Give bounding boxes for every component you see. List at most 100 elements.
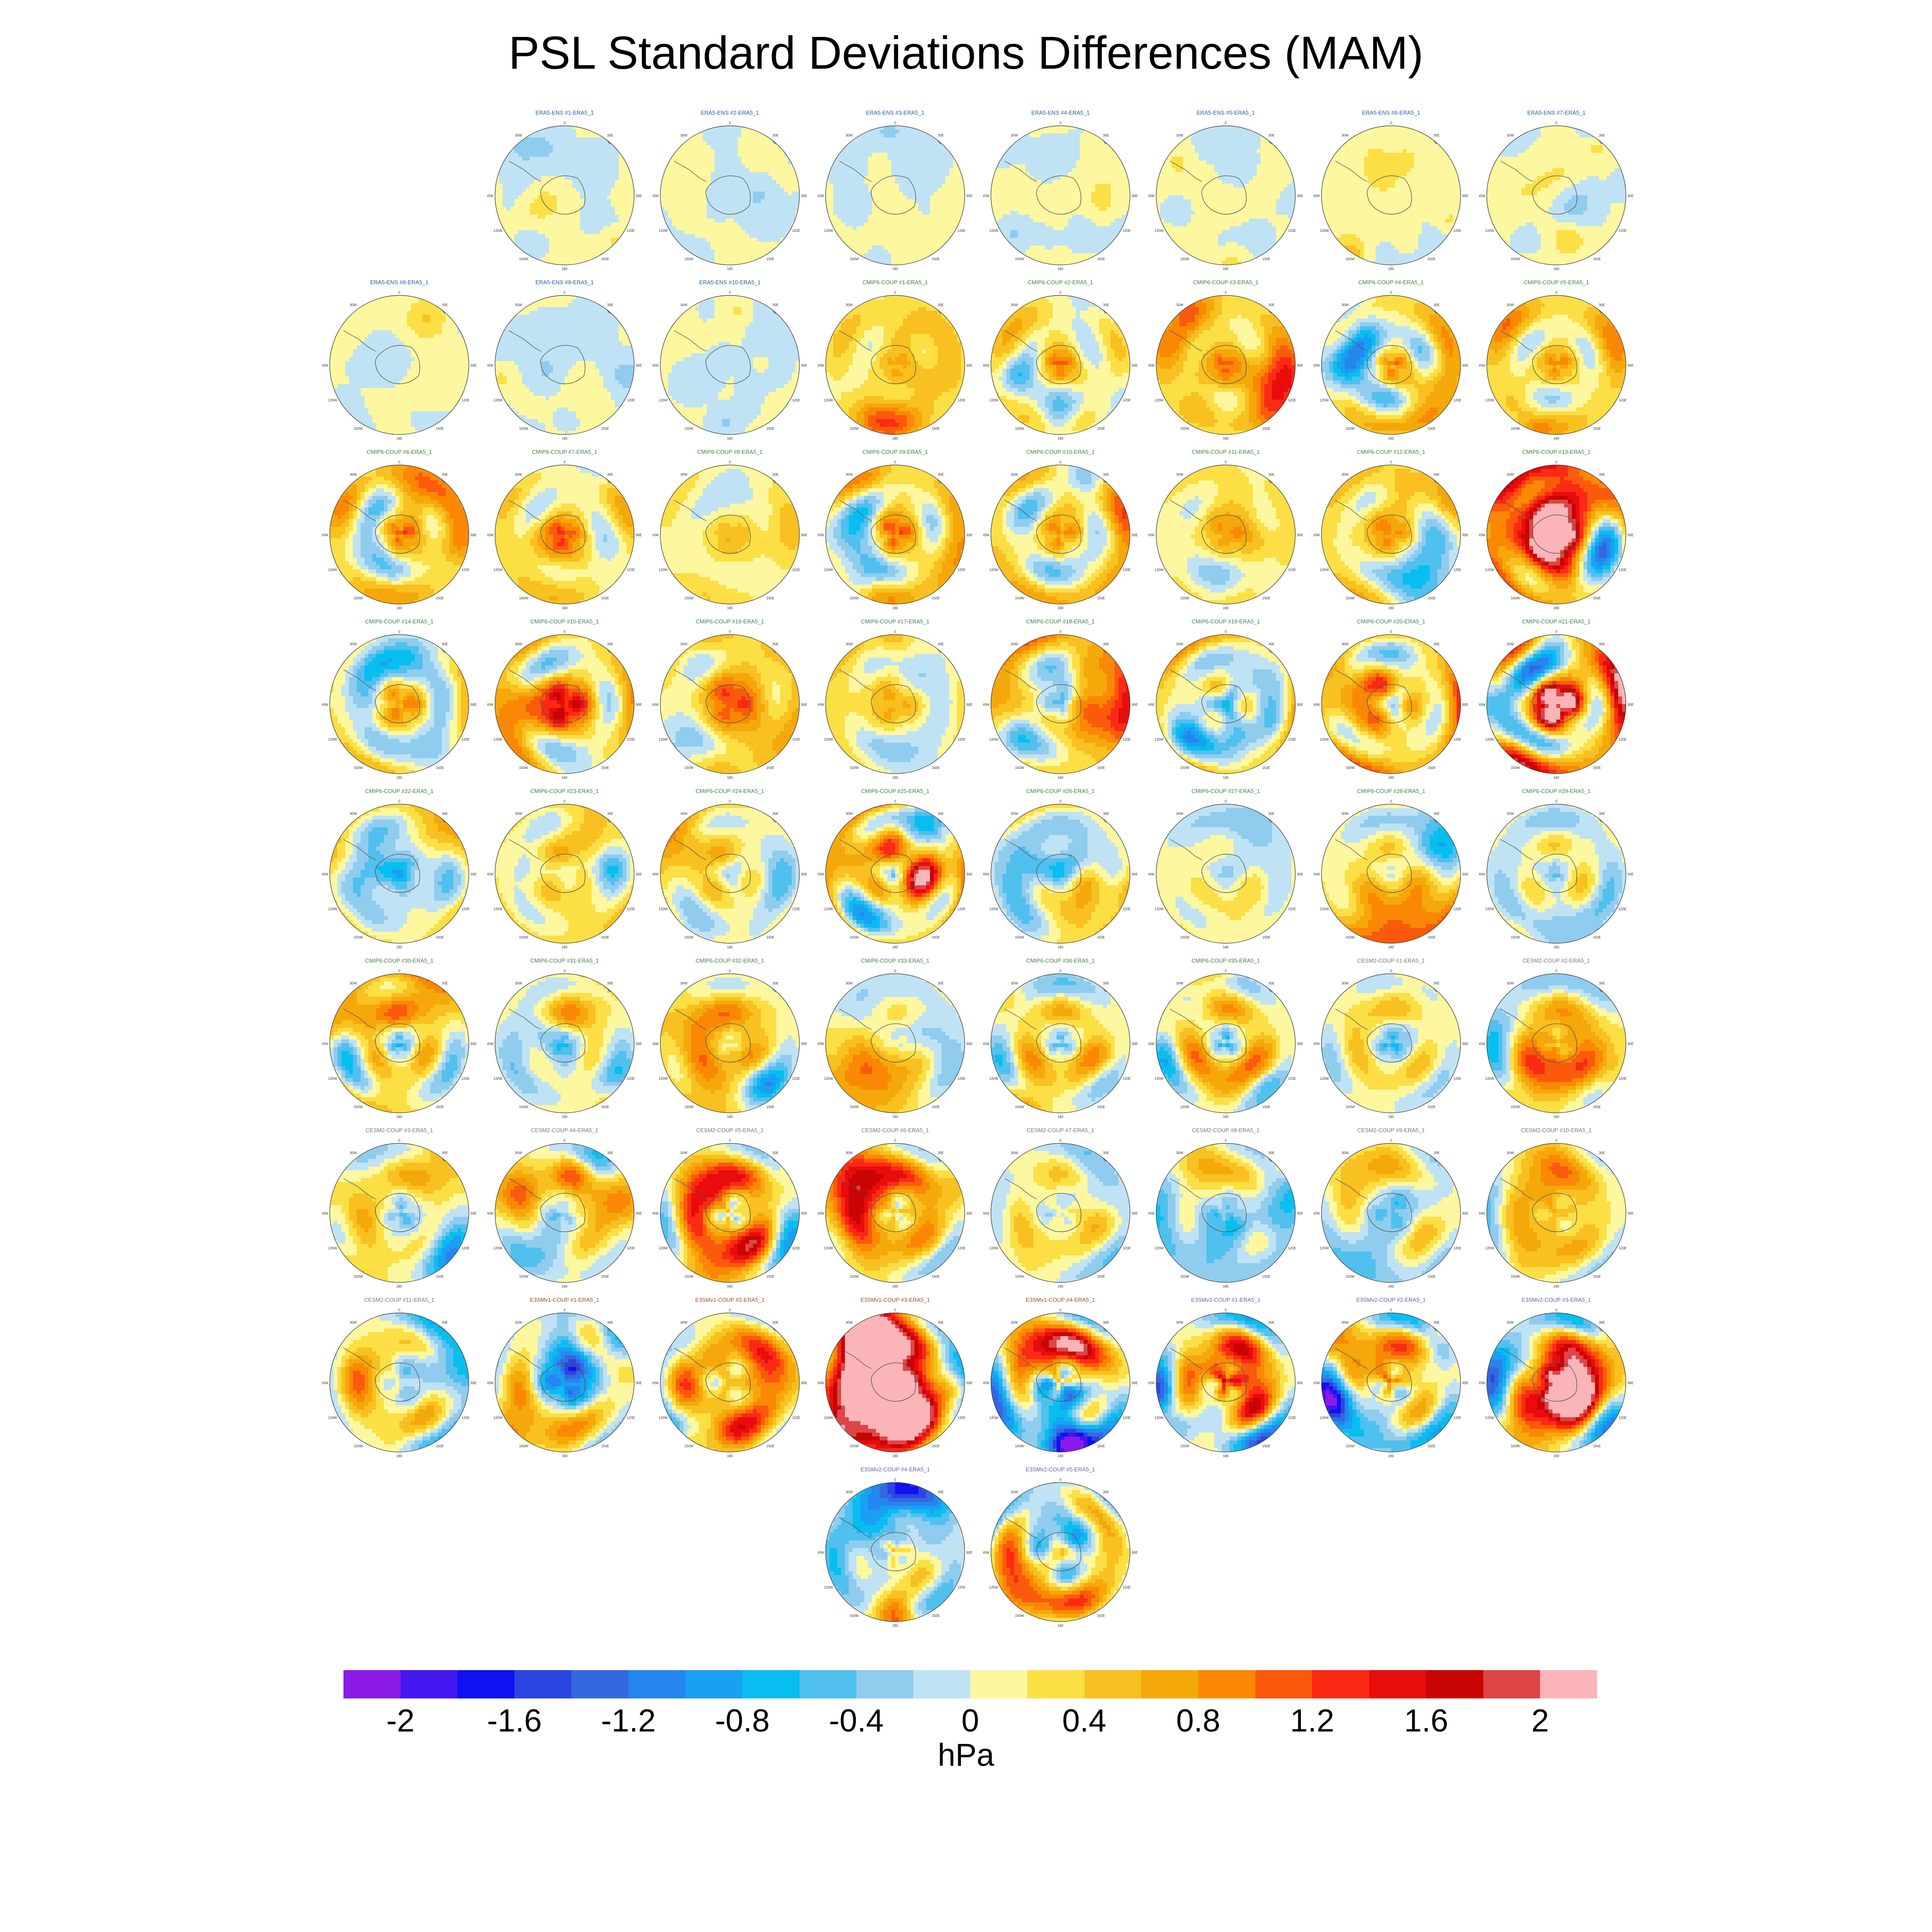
map-axis-label: 90W <box>1148 1381 1154 1385</box>
polar-map: 018030W30E90W90E120W120E150W150E <box>487 963 642 1123</box>
map-axis-label: 150E <box>436 936 444 939</box>
map-axis-label: 90W <box>1479 364 1485 368</box>
map-axis-label: 150E <box>1097 1444 1105 1448</box>
map-axis-label: 120W <box>328 568 337 572</box>
map-axis-label: 150W <box>1511 1275 1520 1279</box>
map-axis-label: 120W <box>1320 907 1329 911</box>
map-axis-label: 150W <box>1511 766 1520 770</box>
map-axis-label: 150W <box>354 1444 363 1448</box>
map-axis-label: 90W <box>1314 533 1320 537</box>
map-axis-label: 120E <box>1288 1416 1296 1420</box>
map-axis-label: 180 <box>562 267 568 271</box>
map-axis-label: 150W <box>1346 596 1355 600</box>
map-axis-label: 150E <box>1097 1614 1105 1618</box>
map-axis-label: 30W <box>1342 473 1349 477</box>
colorbar-box <box>1198 1670 1255 1698</box>
map-axis-label: 150W <box>684 1275 693 1279</box>
map-axis-label: 120E <box>1619 1246 1627 1250</box>
map-axis-label: 120W <box>824 568 833 572</box>
map-axis-label: 150E <box>436 1275 444 1279</box>
map-axis-label: 30E <box>938 134 944 137</box>
map-axis-label: 120W <box>989 398 998 402</box>
map-axis-label: 30W <box>846 1490 853 1494</box>
map-panel: CESM2-COUP #3-ERA5_1018030W30E90W90E120W… <box>322 1127 477 1294</box>
map-panel: CMIP6-COUP #34-ERA5_1018030W30E90W90E120… <box>983 957 1138 1125</box>
map-panel: CMIP6-COUP #13-ERA5_1018030W30E90W90E120… <box>1479 449 1634 616</box>
map-axis-label: 150E <box>436 596 444 600</box>
map-axis-label: 30W <box>1176 303 1184 307</box>
map-axis-label: 0 <box>398 1308 401 1312</box>
map-axis-label: 0 <box>1390 799 1392 803</box>
map-axis-label: 180 <box>727 1285 733 1288</box>
panel-title: CMIP6-COUP #22-ERA5_1 <box>322 788 477 794</box>
map-axis-label: 120E <box>1123 1246 1131 1250</box>
map-axis-label: 90E <box>1132 1551 1138 1555</box>
map-axis-label: 150W <box>850 427 859 431</box>
map-panel: CMIP6-COUP #33-ERA5_1018030W30E90W90E120… <box>818 957 972 1125</box>
map-axis-label: 150W <box>850 1614 859 1618</box>
map-axis-label: 90E <box>636 703 642 707</box>
map-axis-label: 90E <box>1628 1042 1634 1046</box>
map-axis-label: 120W <box>1485 907 1494 911</box>
map-axis-label: 120E <box>957 1416 966 1420</box>
map-axis-label: 30E <box>772 134 778 137</box>
map-axis-label: 150E <box>1262 936 1270 939</box>
map-axis-label: 90E <box>471 1042 477 1046</box>
map-axis-label: 0 <box>1225 969 1227 973</box>
panel-title: CMIP6-COUP #35-ERA5_1 <box>1148 957 1303 964</box>
map-axis-label: 90W <box>983 1212 989 1215</box>
map-axis-label: 90W <box>1479 1042 1485 1046</box>
map-axis-label: 150W <box>1511 1105 1520 1109</box>
polar-map: 018030W30E90W90E120W120E150W150E <box>1148 115 1303 275</box>
map-axis-label: 150W <box>684 257 693 261</box>
map-axis-label: 90E <box>636 533 642 537</box>
map-axis-label: 120E <box>1123 738 1131 741</box>
map-panel: CMIP6-COUP #12-ERA5_1018030W30E90W90E120… <box>1314 449 1468 616</box>
map-axis-label: 90E <box>471 872 477 876</box>
polar-map: 018030W30E90W90E120W120E150W150E <box>1148 455 1303 614</box>
map-axis-label: 150E <box>1097 936 1105 939</box>
map-axis-label: 150E <box>601 936 609 939</box>
map-axis-label: 120E <box>1123 907 1131 911</box>
map-axis-label: 90E <box>1462 1212 1468 1215</box>
map-axis-label: 150E <box>1593 1275 1601 1279</box>
map-axis-label: 0 <box>1555 1139 1558 1142</box>
map-axis-label: 120E <box>1123 1416 1131 1420</box>
map-axis-label: 90W <box>1314 1212 1320 1215</box>
map-axis-label: 150E <box>1593 936 1601 939</box>
map-axis-label: 30W <box>515 134 522 137</box>
panel-title: CESM2-COUP #6-ERA5_1 <box>818 1127 972 1133</box>
map-axis-label: 30W <box>515 981 522 985</box>
map-axis-label: 120E <box>462 738 470 741</box>
map-axis-label: 150W <box>1346 1105 1355 1109</box>
colorbar-tick-labels: -2 -1.6 -1.2 -0.8 -0.4 0 0.4 0.8 1.2 1.6 2 <box>0 1702 1932 1741</box>
panel-title: CESM2-COUP #5-ERA5_1 <box>653 1127 807 1133</box>
panel-title: ERA5-ENS #6-ERA5_1 <box>1314 109 1468 116</box>
map-axis-label: 180 <box>892 1624 898 1628</box>
colorbar-box <box>970 1670 1027 1698</box>
map-axis-label: 120E <box>1453 1077 1461 1081</box>
map-panel: CMIP6-COUP #17-ERA5_1018030W30E90W90E120… <box>818 618 972 786</box>
panel-title: CMIP6-COUP #21-ERA5_1 <box>1479 618 1634 625</box>
polar-map: 018030W30E90W90E120W120E150W150E <box>818 624 972 784</box>
map-axis-label: 150W <box>354 1105 363 1109</box>
map-axis-label: 150E <box>1097 257 1105 261</box>
map-axis-label: 150W <box>1015 427 1024 431</box>
map-panel: CMIP6-COUP #29-ERA5_1018030W30E90W90E120… <box>1479 788 1634 955</box>
polar-map: 018030W30E90W90E120W120E150W150E <box>1314 1303 1468 1462</box>
map-axis-label: 150W <box>519 596 528 600</box>
colorbar-tick-label: -2 <box>386 1702 415 1739</box>
map-axis-label: 90E <box>1297 1212 1303 1215</box>
map-axis-label: 150W <box>519 1444 528 1448</box>
panel-title: CESM2-COUP #3-ERA5_1 <box>322 1127 477 1133</box>
map-axis-label: 150W <box>684 596 693 600</box>
map-axis-label: 90E <box>1297 533 1303 537</box>
map-axis-label: 90W <box>1148 872 1154 876</box>
map-axis-label: 30W <box>846 812 853 816</box>
map-panel: CMIP6-COUP #4-ERA5_1018030W30E90W90E120W… <box>1314 279 1468 447</box>
map-axis-label: 90W <box>1148 533 1154 537</box>
panel-title: ERA5-ENS #1-ERA5_1 <box>487 109 642 116</box>
map-axis-label: 180 <box>562 1454 568 1458</box>
map-axis-label: 90E <box>966 1551 972 1555</box>
map-axis-label: 180 <box>1553 1285 1559 1288</box>
